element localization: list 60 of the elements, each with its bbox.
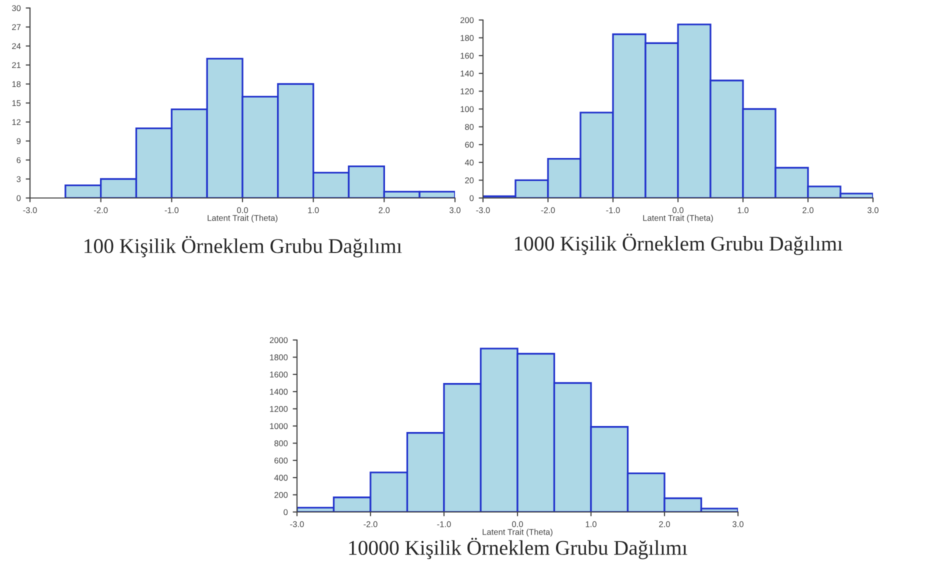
- x-tick-label: 0.0: [672, 207, 684, 214]
- y-tick-label: 1600: [270, 372, 288, 378]
- y-tick-label: 1000: [270, 423, 288, 430]
- y-tick-label: 100: [460, 106, 474, 112]
- y-tick-label: 1800: [270, 354, 288, 360]
- x-tick-label: 1.0: [308, 207, 319, 214]
- text: 10000 Kişilik Örneklem Grubu Dağılımı: [349, 538, 688, 560]
- x-tick-label: -3.0: [290, 521, 304, 528]
- x-axis-title: Latent Trait (Theta): [482, 528, 552, 537]
- x-tick-label: 3.0: [450, 207, 460, 214]
- y-tick-label: 200: [274, 492, 288, 498]
- y-tick-label: 200: [460, 17, 474, 24]
- y-tick-label: 800: [274, 440, 288, 446]
- y-tick-label: 12: [12, 119, 21, 126]
- y-tick-label: 0: [284, 509, 288, 516]
- x-tick-label: 3.0: [732, 521, 744, 528]
- x-tick-label: -1.0: [606, 207, 620, 214]
- x-tick-label: 3.0: [868, 207, 878, 214]
- x-tick-label: 1.0: [738, 207, 748, 214]
- y-tick-label: 60: [465, 142, 474, 148]
- y-tick-label: 80: [465, 124, 474, 130]
- y-tick-label: 40: [464, 160, 474, 166]
- x-tick-label: 1.0: [586, 521, 596, 528]
- y-tick-label: 2000: [270, 337, 288, 344]
- y-tick-label: 0: [470, 195, 474, 202]
- y-tick-label: 160: [460, 52, 474, 59]
- x-tick-label: -1.0: [437, 521, 451, 528]
- y-tick-label: 1400: [270, 388, 288, 395]
- x-tick-label: 2.0: [378, 207, 390, 214]
- y-tick-label: 140: [460, 70, 474, 76]
- x-axis-title: Latent Trait (Theta): [643, 214, 713, 223]
- x-tick-label: 2.0: [802, 207, 814, 214]
- y-tick-label: 24: [12, 43, 21, 50]
- x-tick-label: -2.0: [94, 207, 108, 214]
- y-tick-label: 180: [460, 35, 474, 41]
- x-tick-label: 0.0: [237, 207, 248, 214]
- x-tick-label: -2.0: [364, 521, 378, 528]
- x-tick-label: 2.0: [659, 521, 670, 528]
- text: 100 Kişilik Örneklem Grubu Dağılımı: [84, 236, 402, 258]
- y-tick-label: 30: [12, 5, 21, 12]
- x-tick-label: 0.0: [512, 521, 523, 528]
- y-tick-label: 120: [460, 88, 474, 94]
- x-axis-title: Latent Trait (Theta): [208, 214, 278, 223]
- y-tick-label: 27: [12, 24, 21, 30]
- x-tick-label: -3.0: [23, 207, 37, 214]
- y-tick-label: 20: [465, 177, 474, 184]
- y-tick-label: 15: [12, 100, 21, 106]
- y-tick-label: 6: [16, 157, 21, 164]
- y-tick-label: 21: [12, 62, 21, 68]
- y-tick-label: 400: [274, 474, 288, 481]
- y-tick-label: 0: [16, 195, 21, 202]
- x-tick-label: -2.0: [541, 207, 555, 214]
- x-tick-label: -3.0: [476, 207, 490, 214]
- y-tick-label: 1200: [270, 406, 288, 412]
- y-tick-label: 9: [16, 138, 21, 144]
- y-tick-label: 3: [16, 176, 21, 182]
- x-tick-label: -1.0: [164, 207, 179, 214]
- y-tick-label: 600: [274, 458, 288, 464]
- text: 1000 Kişilik Örneklem Grubu Dağılımı: [514, 234, 843, 256]
- y-tick-label: 18: [12, 81, 21, 88]
